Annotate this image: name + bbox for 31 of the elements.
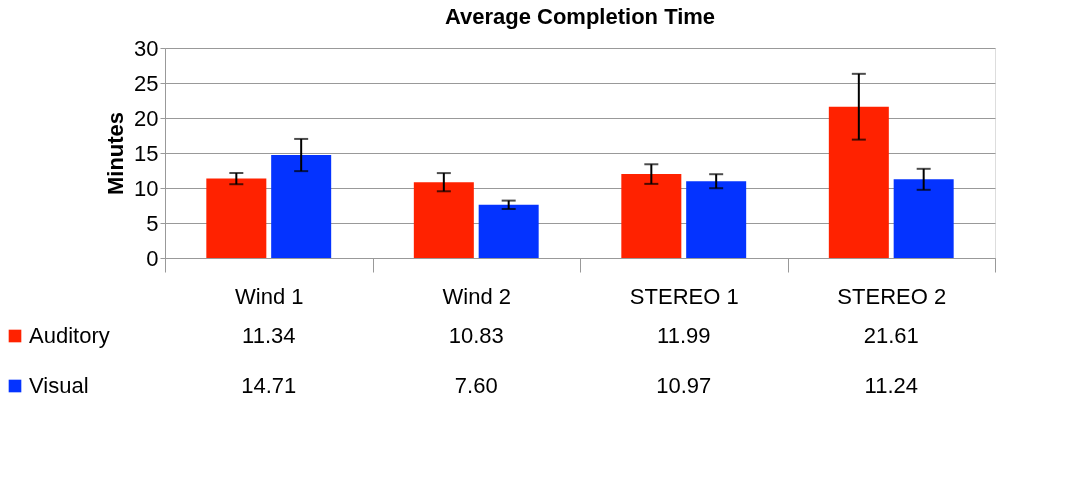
y-tick-label: 25 xyxy=(134,70,159,96)
y-axis-title: Minutes xyxy=(103,111,129,196)
legend-label: Auditory xyxy=(29,323,110,348)
y-tick-label: 5 xyxy=(146,210,159,236)
y-tick-label: 30 xyxy=(134,35,159,61)
data-label: 11.99 xyxy=(657,323,711,348)
bar xyxy=(686,181,747,258)
x-tick-label: Wind 2 xyxy=(442,283,511,309)
bar xyxy=(271,155,332,258)
bar xyxy=(413,182,474,258)
y-tick-label: 10 xyxy=(134,175,159,201)
bar xyxy=(828,106,889,258)
y-tick-label: 15 xyxy=(134,140,159,166)
x-tick-label: Wind 1 xyxy=(235,283,304,309)
data-label: 11.24 xyxy=(864,373,918,398)
data-label: 21.61 xyxy=(863,323,919,348)
chart-title: Average Completion Time xyxy=(444,4,716,29)
bar xyxy=(621,174,682,258)
x-tick-label: STEREO 2 xyxy=(837,283,947,309)
y-tick-label: 20 xyxy=(134,105,159,131)
data-label: 7.60 xyxy=(454,373,498,398)
data-label: 14.71 xyxy=(241,373,297,398)
bar xyxy=(478,204,539,258)
y-tick-label: 0 xyxy=(146,245,159,271)
data-label: 10.83 xyxy=(448,323,504,348)
data-label: 11.34 xyxy=(242,323,296,348)
x-tick-label: STEREO 1 xyxy=(629,283,739,309)
bar xyxy=(893,179,954,258)
legend-label: Visual xyxy=(29,373,89,398)
bar xyxy=(206,178,267,258)
data-label: 10.97 xyxy=(656,373,712,398)
